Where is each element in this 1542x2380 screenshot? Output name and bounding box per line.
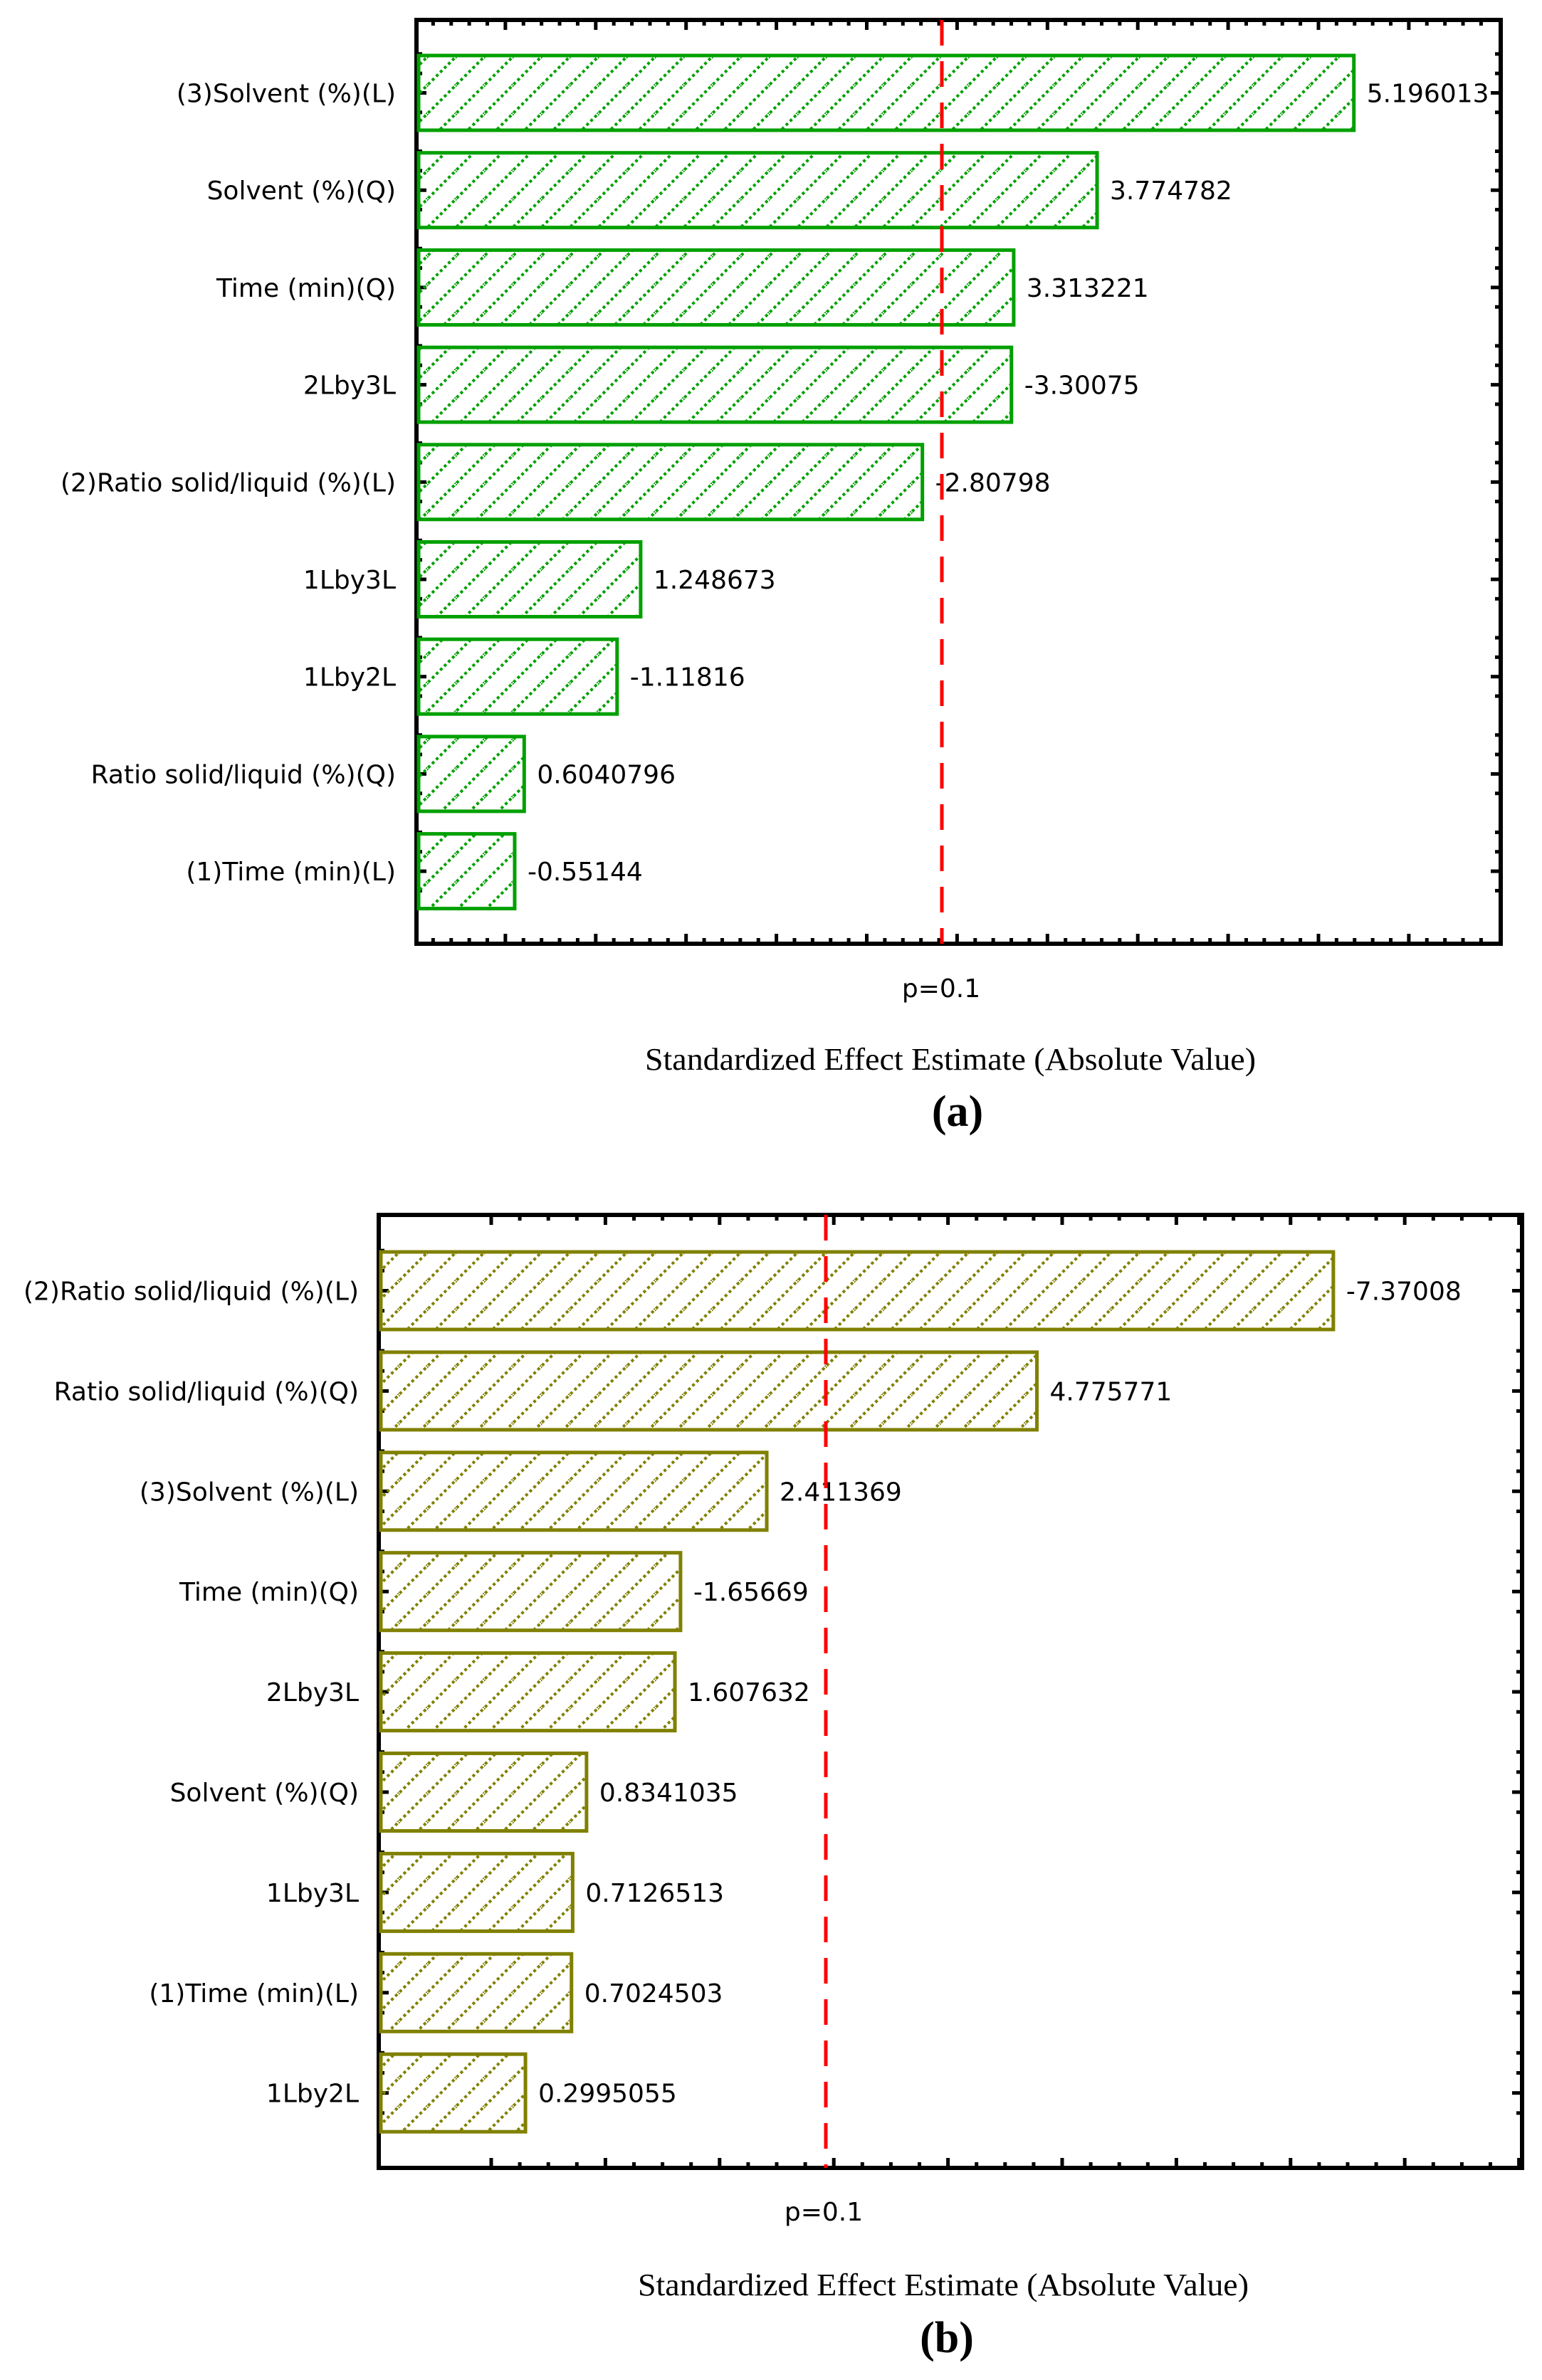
- value-label: -1.11816: [630, 663, 745, 693]
- p-threshold-label-a: p=0.1: [902, 974, 980, 1004]
- value-label: 5.196013: [1367, 80, 1489, 109]
- value-label: 0.7024503: [584, 1979, 723, 2008]
- effect-bar: [416, 53, 1356, 132]
- bar-row: (1)Time (min)(L) 0.7024503: [149, 1952, 723, 2033]
- bar-row: 1Lby2L 0.2995055: [266, 2052, 677, 2134]
- bar-row: (2)Ratio solid/liquid (%)(L) -2.80798: [61, 443, 1051, 522]
- bar-row: (3)Solvent (%)(L) 2.411369: [140, 1450, 902, 1532]
- value-label: 3.313221: [1027, 274, 1149, 303]
- bar-row: Ratio solid/liquid (%)(Q) 0.6040796: [91, 734, 676, 813]
- x-axis-title-a: Standardized Effect Estimate (Absolute V…: [645, 1042, 1256, 1077]
- value-label: -0.55144: [528, 858, 643, 887]
- value-label: 0.7126513: [585, 1879, 724, 1908]
- category-label: Solvent (%)(Q): [207, 177, 396, 206]
- effect-bar: [416, 734, 526, 813]
- bar-row: Solvent (%)(Q) 0.8341035: [170, 1752, 738, 1833]
- effect-bar: [379, 1551, 683, 1633]
- category-label: 2Lby3L: [303, 372, 396, 401]
- bar-row: 2Lby3L 1.607632: [266, 1651, 810, 1733]
- bar-row: Time (min)(Q) 3.313221: [216, 248, 1149, 327]
- category-label: Time (min)(Q): [216, 274, 396, 303]
- value-label: -2.80798: [935, 468, 1051, 497]
- value-label: 4.775771: [1050, 1377, 1173, 1406]
- effect-bar: [379, 1651, 677, 1733]
- effect-bar: [416, 443, 925, 522]
- category-label: (3)Solvent (%)(L): [177, 80, 396, 109]
- bar-row: Ratio solid/liquid (%)(Q) 4.775771: [54, 1350, 1173, 1432]
- value-label: -3.30075: [1024, 372, 1140, 401]
- bar-row: 1Lby3L 0.7126513: [266, 1851, 724, 1933]
- value-label: 3.774782: [1110, 177, 1232, 206]
- bar-row: 1Lby2L -1.11816: [303, 637, 745, 716]
- category-label: (2)Ratio solid/liquid (%)(L): [23, 1278, 359, 1307]
- value-label: 1.607632: [688, 1678, 810, 1707]
- category-label: 1Lby3L: [303, 566, 396, 595]
- chart-panel-a: (3)Solvent (%)(L) 5.196013 Solvent (%)(Q) 3…: [61, 18, 1503, 1136]
- category-label: Time (min)(Q): [179, 1578, 359, 1607]
- category-label: 2Lby3L: [266, 1678, 359, 1707]
- bars-a: (3)Solvent (%)(L) 5.196013 Solvent (%)(Q) 3…: [61, 53, 1489, 911]
- bars-b: (2)Ratio solid/liquid (%)(L) -7.37008 Rati…: [23, 1250, 1462, 2134]
- category-label: 1Lby2L: [266, 2080, 359, 2109]
- value-label: -7.37008: [1346, 1278, 1462, 1307]
- category-label: 1Lby3L: [266, 1879, 359, 1908]
- effect-bar: [379, 1851, 575, 1933]
- effect-bar: [379, 2052, 528, 2134]
- x-axis-title-b: Standardized Effect Estimate (Absolute V…: [638, 2268, 1249, 2302]
- value-label: 0.2995055: [538, 2080, 677, 2109]
- effect-bar: [379, 1450, 769, 1532]
- value-label: -1.65669: [693, 1578, 809, 1607]
- category-label: Ratio solid/liquid (%)(Q): [91, 760, 396, 789]
- effect-bar: [379, 1752, 589, 1833]
- effect-bar: [416, 345, 1014, 424]
- effect-bar: [416, 540, 643, 618]
- category-label: 1Lby2L: [303, 663, 396, 693]
- value-label: 0.8341035: [599, 1779, 738, 1808]
- category-label: Solvent (%)(Q): [170, 1779, 359, 1808]
- value-label: 1.248673: [654, 566, 776, 595]
- panel-label-b: (b): [920, 2314, 974, 2362]
- bar-row: 1Lby3L 1.248673: [303, 540, 776, 618]
- p-threshold-label-b: p=0.1: [785, 2198, 863, 2227]
- bar-row: (1)Time (min)(L) -0.55144: [186, 832, 643, 911]
- effect-bar: [416, 832, 517, 911]
- effect-bar: [379, 1250, 1336, 1332]
- value-label: 2.411369: [780, 1478, 902, 1507]
- bar-row: 2Lby3L -3.30075: [303, 345, 1140, 424]
- bar-row: Time (min)(Q) -1.65669: [179, 1551, 809, 1633]
- effect-bar: [416, 151, 1099, 230]
- effect-bar: [416, 637, 619, 716]
- effect-bar: [379, 1952, 574, 2033]
- bar-row: Solvent (%)(Q) 3.774782: [207, 151, 1232, 230]
- bar-row: (3)Solvent (%)(L) 5.196013: [177, 53, 1489, 132]
- bar-row: (2)Ratio solid/liquid (%)(L) -7.37008: [23, 1250, 1462, 1332]
- effect-bar: [416, 248, 1016, 327]
- effect-bar: [379, 1350, 1039, 1432]
- category-label: (1)Time (min)(L): [149, 1979, 359, 2008]
- panel-label-a: (a): [932, 1088, 983, 1136]
- category-label: Ratio solid/liquid (%)(Q): [54, 1377, 359, 1406]
- value-label: 0.6040796: [537, 760, 676, 789]
- category-label: (3)Solvent (%)(L): [140, 1478, 359, 1507]
- category-label: (1)Time (min)(L): [186, 858, 396, 887]
- category-label: (2)Ratio solid/liquid (%)(L): [61, 468, 396, 497]
- chart-panel-b: (2)Ratio solid/liquid (%)(L) -7.37008 Rati…: [23, 1213, 1524, 2362]
